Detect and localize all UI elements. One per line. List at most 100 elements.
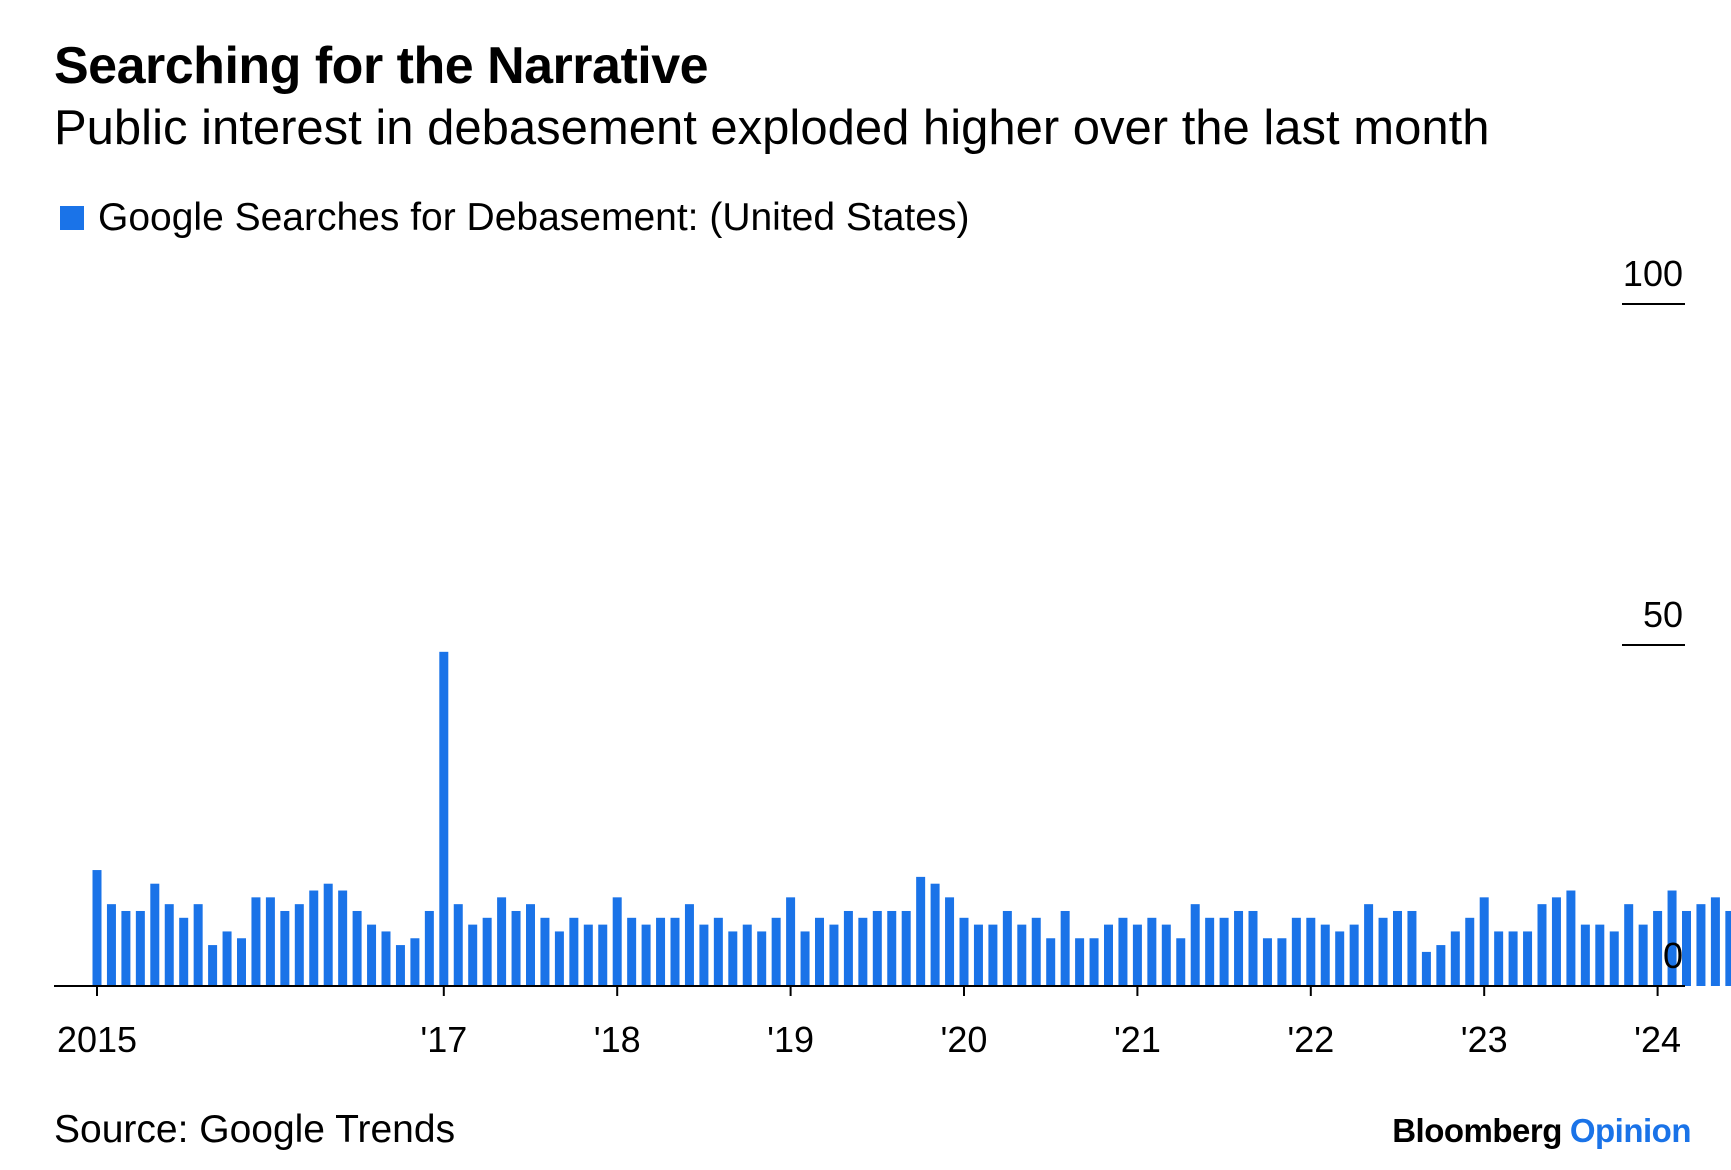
bar xyxy=(699,924,709,986)
bar xyxy=(164,904,174,986)
bar xyxy=(338,890,348,986)
bar xyxy=(1465,917,1475,986)
bar xyxy=(1205,917,1215,986)
bar xyxy=(150,883,160,986)
bar xyxy=(872,910,882,986)
bar xyxy=(713,917,723,986)
bar xyxy=(1609,931,1619,986)
bar xyxy=(1508,931,1518,986)
bar xyxy=(381,931,391,986)
bar xyxy=(1132,924,1142,986)
x-tick-label: '23 xyxy=(1461,1019,1508,1060)
bar xyxy=(1089,938,1099,986)
bar xyxy=(395,945,405,986)
bar xyxy=(179,917,189,986)
bar xyxy=(1277,938,1287,986)
bar xyxy=(1537,904,1547,986)
brand-logo: Bloomberg Opinion xyxy=(1392,1112,1691,1150)
bar xyxy=(569,917,579,986)
bar xyxy=(1320,924,1330,986)
bar xyxy=(1176,938,1186,986)
bar xyxy=(1234,910,1244,986)
bar xyxy=(1696,904,1706,986)
bar xyxy=(1002,910,1012,986)
bar xyxy=(583,924,593,986)
bar xyxy=(858,917,868,986)
bar xyxy=(1638,924,1648,986)
brand-name: Bloomberg xyxy=(1392,1112,1562,1149)
bar xyxy=(1046,938,1056,986)
bar xyxy=(410,938,420,986)
bar xyxy=(1104,924,1113,986)
bar xyxy=(1624,904,1634,986)
bar xyxy=(352,910,362,986)
bar xyxy=(1031,917,1041,986)
bar xyxy=(1551,897,1561,986)
bar xyxy=(1667,890,1677,986)
bar xyxy=(930,883,940,986)
bar xyxy=(901,910,911,986)
bar xyxy=(251,897,261,986)
bar xyxy=(1075,938,1085,986)
bar xyxy=(598,924,608,986)
bar xyxy=(497,897,507,986)
bar xyxy=(1364,904,1374,986)
bar xyxy=(887,910,897,986)
bar xyxy=(627,917,637,986)
bar xyxy=(439,651,449,986)
bar xyxy=(1291,917,1301,986)
bar xyxy=(1248,910,1258,986)
bar xyxy=(511,910,521,986)
bar xyxy=(1262,938,1272,986)
x-tick-label: '24 xyxy=(1634,1019,1681,1060)
bar xyxy=(757,931,767,986)
bar xyxy=(1580,924,1590,986)
bar xyxy=(916,876,926,986)
bar xyxy=(468,924,478,986)
bar xyxy=(482,917,492,986)
bar xyxy=(554,931,564,986)
bar xyxy=(973,924,983,986)
bar xyxy=(222,931,232,986)
bar xyxy=(424,910,434,986)
bar xyxy=(309,890,319,986)
bar xyxy=(1147,917,1157,986)
bar xyxy=(237,938,246,986)
x-tick-label: '17 xyxy=(420,1019,467,1060)
bar xyxy=(280,910,290,986)
bar xyxy=(959,917,969,986)
bar xyxy=(800,931,810,986)
bar xyxy=(1190,904,1200,986)
bar xyxy=(294,904,304,986)
y-tick-label: 0 xyxy=(1663,935,1683,976)
bar xyxy=(988,924,998,986)
legend-label: Google Searches for Debasement: (United … xyxy=(98,196,970,239)
bar xyxy=(945,897,955,986)
bar xyxy=(656,917,666,986)
bar xyxy=(1421,951,1431,986)
bar xyxy=(1118,917,1128,986)
bar xyxy=(135,910,145,986)
bar xyxy=(1595,924,1605,986)
bar xyxy=(323,883,333,986)
bar xyxy=(815,917,824,986)
bar xyxy=(670,917,680,986)
x-tick-label: '19 xyxy=(767,1019,814,1060)
x-tick-label: '21 xyxy=(1114,1019,1161,1060)
bar xyxy=(843,910,853,986)
bar xyxy=(540,917,550,986)
bar xyxy=(641,924,651,986)
bar xyxy=(1450,931,1460,986)
bar xyxy=(193,904,203,986)
bar xyxy=(829,924,839,986)
bar xyxy=(1335,931,1345,986)
y-tick-label: 50 xyxy=(1643,594,1683,635)
bar xyxy=(1494,931,1504,986)
bar xyxy=(1407,910,1417,986)
bar xyxy=(121,910,131,986)
y-tick-label: 100 xyxy=(1623,253,1683,294)
bar xyxy=(367,924,377,986)
bar xyxy=(771,917,781,986)
x-tick-label: '22 xyxy=(1287,1019,1334,1060)
